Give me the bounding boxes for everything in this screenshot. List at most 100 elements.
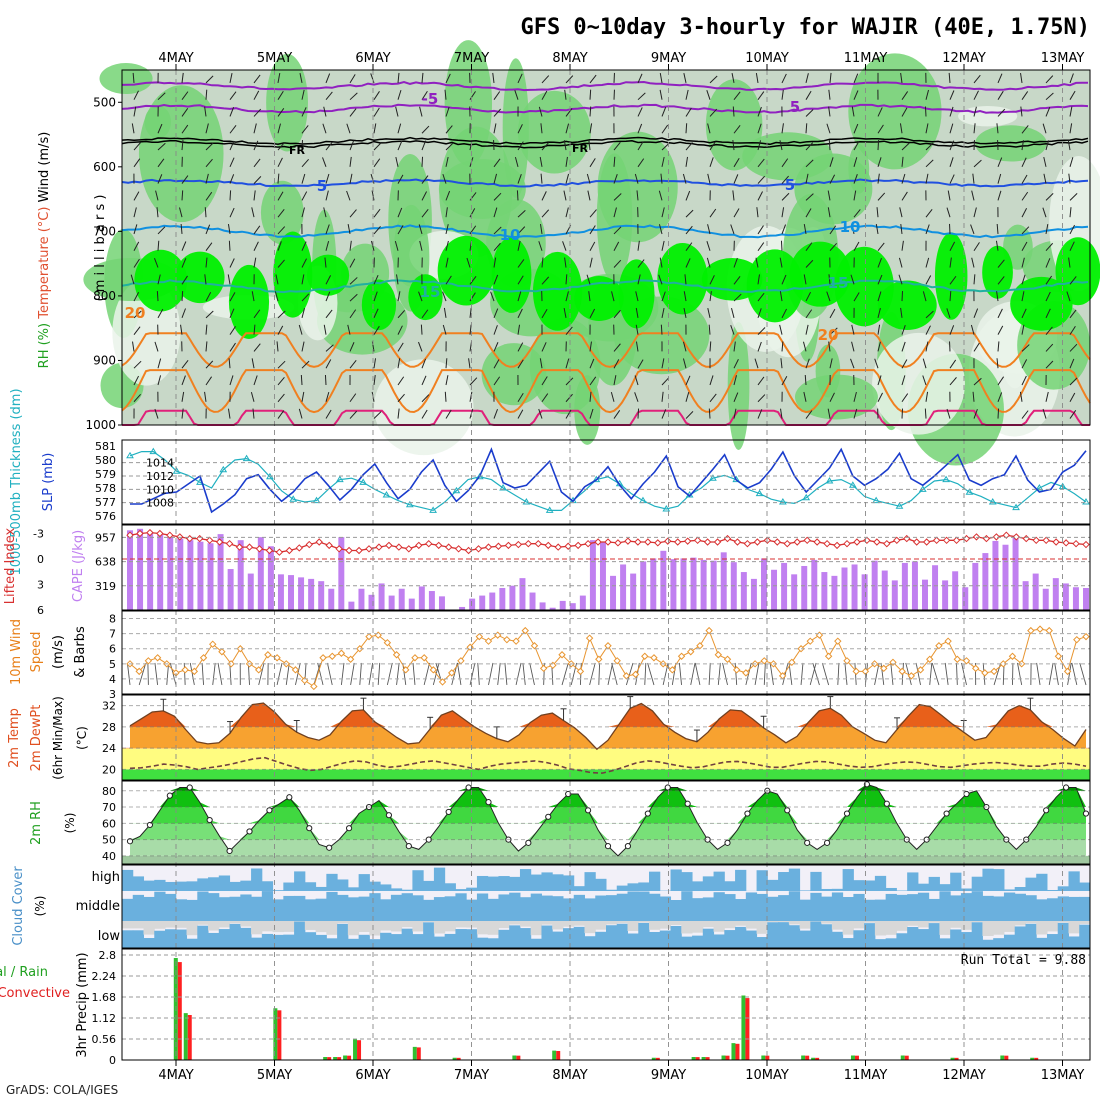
cloud-block: [885, 887, 897, 891]
y-tick-label: 957: [95, 531, 116, 544]
lifted-index-marker: [305, 540, 313, 549]
cloud-block: [165, 893, 177, 921]
wind-barb: [877, 192, 886, 201]
wind-barb: [1021, 344, 1030, 352]
wind-barb: [346, 190, 351, 201]
cape-bar: [529, 592, 536, 610]
cloud-block: [208, 893, 220, 921]
cloud-block: [358, 896, 370, 921]
cloud-block: [541, 921, 553, 925]
convective-bar: [347, 1055, 352, 1060]
cloud-block: [315, 934, 327, 948]
wind-barb: [1066, 291, 1071, 302]
wind-speed-marker: [1008, 652, 1017, 660]
wind-barb: [782, 662, 789, 686]
cloud-block: [670, 899, 682, 921]
wind-barb: [205, 89, 208, 100]
cloud-block: [853, 921, 865, 929]
wind-barb: [325, 275, 332, 285]
lifted-index-marker: [365, 545, 373, 553]
cloud-level-label: low: [98, 929, 121, 944]
wind-barb: [781, 207, 785, 218]
wind-barb: [317, 662, 324, 686]
wind-barb: [138, 662, 147, 686]
wind-barb: [613, 343, 621, 352]
wind-barb: [157, 92, 166, 101]
cloud-block: [519, 928, 532, 948]
thickness-marker: [1082, 498, 1090, 505]
wind-barb: [586, 173, 591, 184]
thickness-marker: [405, 500, 414, 508]
cloud-block: [423, 922, 435, 948]
cloud-block: [562, 928, 575, 948]
wind-barb: [349, 410, 358, 419]
cloud-block: [713, 934, 725, 948]
cloud-block: [917, 892, 930, 921]
wind-barb: [589, 341, 592, 352]
lifted-index-marker: [1002, 531, 1011, 539]
rh-marker: [166, 792, 173, 799]
wind-speed-marker: [420, 654, 428, 662]
wind-speed-marker: [953, 655, 962, 663]
wind-barb: [661, 240, 665, 251]
cape-bar: [720, 552, 727, 610]
cloud-block: [595, 878, 607, 891]
cloud-block: [821, 896, 833, 921]
precip-bar: [731, 1043, 736, 1060]
wind-speed-marker: [503, 635, 511, 644]
cloud-block: [315, 921, 327, 933]
wind-barb: [418, 341, 423, 352]
wind-barb: [732, 106, 735, 117]
wind-barb: [301, 274, 305, 285]
wind-barb: [133, 360, 142, 369]
wind-barb: [829, 308, 836, 319]
cloud-block: [218, 921, 231, 928]
cape-bar: [559, 600, 566, 610]
wind-barb: [658, 224, 663, 235]
wind-barb: [133, 224, 138, 235]
wind-barb: [155, 190, 159, 201]
y-tick-label: 1.12: [92, 1012, 117, 1025]
wind-barb: [131, 123, 135, 134]
wind-barb: [229, 174, 235, 184]
thickness-marker: [335, 475, 344, 483]
wind-barb: [805, 123, 808, 134]
wind-barb: [397, 174, 404, 184]
cloud-block: [272, 890, 284, 891]
wind-barb: [946, 308, 951, 319]
wind-barb: [690, 662, 696, 686]
cloud-block: [552, 921, 564, 930]
cloud-block: [401, 893, 413, 921]
cloud-block: [509, 925, 521, 948]
credit-label: GrADS: COLA/IGES: [6, 1083, 119, 1097]
wind-barb: [973, 207, 977, 218]
cloud-block: [1046, 921, 1059, 932]
wind-barb: [517, 409, 524, 419]
thickness-marker: [172, 467, 181, 474]
contour-label: -5: [422, 90, 439, 108]
cape-bar: [771, 569, 778, 610]
wind-barb: [637, 141, 644, 151]
wind-barb: [565, 409, 572, 419]
cloud-block: [917, 921, 930, 928]
cloud-block: [810, 871, 822, 891]
wind-barb: [181, 72, 184, 83]
wind-barb: [457, 662, 462, 686]
wind-barb: [517, 73, 523, 84]
wind-barb: [325, 392, 330, 402]
lifted-index-marker: [753, 538, 762, 546]
wind-barb: [229, 140, 235, 151]
wind-barb: [301, 107, 307, 117]
wind-barb: [445, 207, 448, 218]
wind-barb: [373, 226, 381, 235]
wind-barb: [540, 173, 543, 184]
wind-barb: [877, 124, 884, 134]
wind-barb: [565, 326, 573, 335]
wind-barb: [253, 241, 259, 251]
wind-barb: [418, 224, 423, 235]
cloud-block: [143, 921, 155, 935]
rh-shading: [794, 374, 878, 420]
wind-barb: [565, 123, 570, 134]
wind-barb: [805, 324, 809, 335]
contour-label: 20: [818, 326, 839, 344]
